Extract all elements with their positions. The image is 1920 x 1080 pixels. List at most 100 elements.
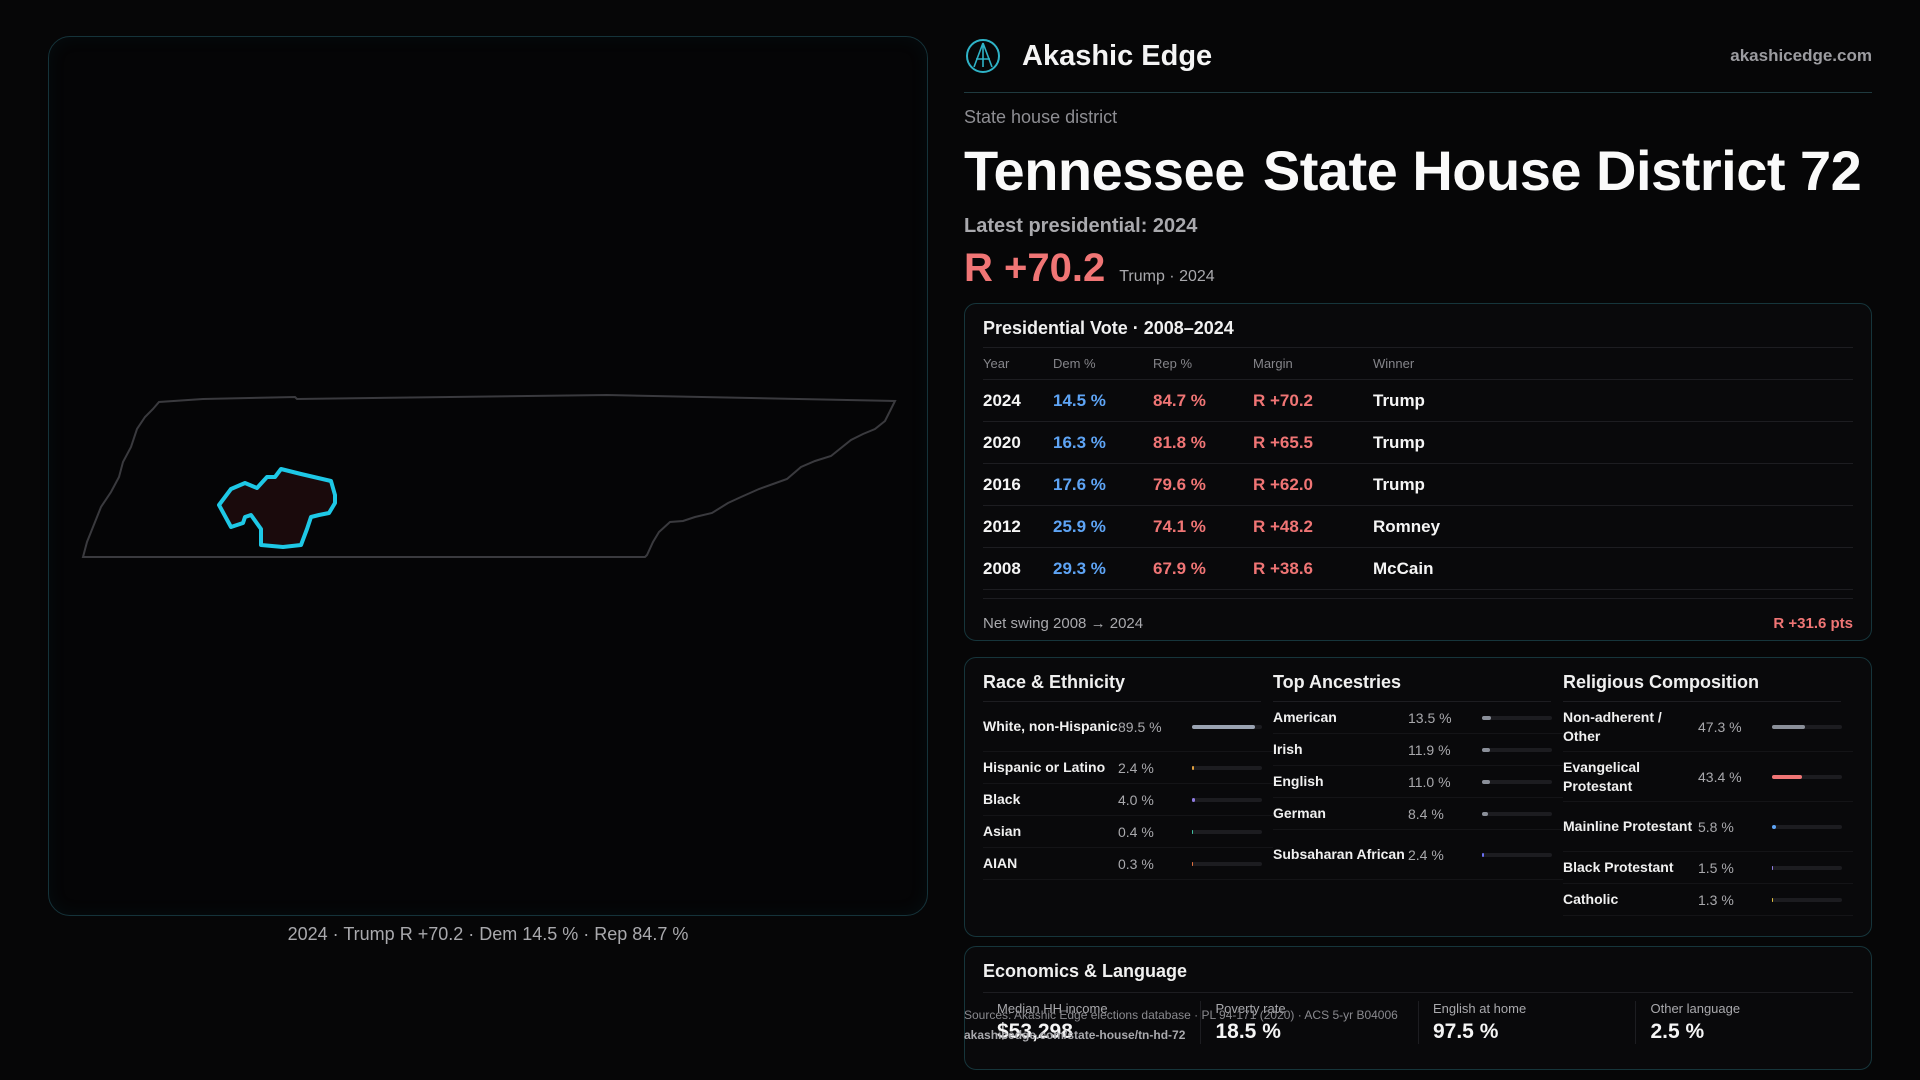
district-highlight[interactable] xyxy=(217,467,337,549)
demo-label: Black Protestant xyxy=(1563,859,1674,875)
demo-bar-fill xyxy=(1772,774,1803,779)
map-caption: 2024 · Trump R +70.2 · Dem 14.5 % · Rep … xyxy=(287,924,689,944)
demo-value: 0.4 % xyxy=(1118,823,1154,840)
dem-cell: 25.9 % xyxy=(1053,516,1106,536)
map-panel[interactable] xyxy=(48,36,928,916)
top-ancestries-column: Top Ancestries American 13.5 % Irish 11.… xyxy=(1273,672,1563,922)
margin-cell: R +62.0 xyxy=(1253,474,1314,494)
margin-summary: R +70.2 Trump · 2024 xyxy=(964,246,1872,291)
card-title: Presidential Vote · 2008–2024 xyxy=(983,318,1853,348)
dem-cell: 29.3 % xyxy=(1053,558,1106,578)
demo-row: Catholic 1.3 % xyxy=(1563,884,1853,916)
source-url-link[interactable]: akashicedge.com/state-house/tn-hd-72 xyxy=(964,1028,1186,1042)
column-header: Margin xyxy=(1253,356,1293,371)
demo-value: 8.4 % xyxy=(1408,805,1444,822)
title-district: State House District 72 xyxy=(1262,139,1862,202)
demo-value: 89.5 % xyxy=(1118,718,1162,735)
dem-cell: 14.5 % xyxy=(1053,390,1106,410)
demo-value: 0.3 % xyxy=(1118,855,1154,872)
net-swing-row: Net swing 2008 → 2024 R +31.6 pts xyxy=(983,598,1853,648)
demo-value: 11.9 % xyxy=(1408,741,1451,758)
brand-logo-icon[interactable] xyxy=(964,37,1002,75)
table-header: Year Dem % Rep % Margin Winner xyxy=(983,348,1853,380)
title-state: Tennessee xyxy=(964,139,1245,202)
column-header: Winner xyxy=(1373,356,1415,371)
district-type: State house district xyxy=(964,107,1118,127)
stat-cell: Poverty rate 18.5 % xyxy=(1200,1001,1418,1044)
latest-presidential-label: Latest presidential: 2024 xyxy=(964,215,1198,237)
table-row: 2008 29.3 % 67.9 % R +38.6 McCain xyxy=(983,548,1853,590)
section-title: Economics & Language xyxy=(983,961,1853,993)
demo-bar xyxy=(1192,724,1262,729)
brand-name[interactable]: Akashic Edge xyxy=(1022,39,1213,72)
demo-bar xyxy=(1192,797,1262,802)
religious-composition-column: Religious Composition Non-adherent / Oth… xyxy=(1563,672,1853,922)
section-title: Race & Ethnicity xyxy=(983,672,1261,702)
demo-row: Subsaharan African 2.4 % xyxy=(1273,830,1563,880)
demo-row: Hispanic or Latino 2.4 % xyxy=(983,752,1273,784)
rep-cell: 79.6 % xyxy=(1153,474,1206,494)
demo-row: Black Protestant 1.5 % xyxy=(1563,852,1853,884)
demo-bar xyxy=(1482,779,1552,784)
demo-label: White, non-Hispanic xyxy=(983,718,1118,734)
demo-bar-fill xyxy=(1482,715,1492,720)
table-row: 2012 25.9 % 74.1 % R +48.2 Romney xyxy=(983,506,1853,548)
demo-value: 1.3 % xyxy=(1698,891,1734,908)
section-title: Top Ancestries xyxy=(1273,672,1551,702)
table-row: 2024 14.5 % 84.7 % R +70.2 Trump xyxy=(983,380,1853,422)
state-map[interactable] xyxy=(49,37,929,917)
sources-line: Sources: Akashic Edge elections database… xyxy=(964,1008,1398,1022)
demo-bar xyxy=(1772,774,1842,779)
demo-label: English xyxy=(1273,773,1324,789)
demo-label: Mainline Protestant xyxy=(1563,818,1693,834)
demo-value: 5.8 % xyxy=(1698,818,1734,835)
margin-cell: R +48.2 xyxy=(1253,516,1314,536)
demo-row: White, non-Hispanic 89.5 % xyxy=(983,702,1273,752)
demo-row: Non-adherent / Other 47.3 % xyxy=(1563,702,1853,752)
demo-bar xyxy=(1192,829,1262,834)
dem-cell: 17.6 % xyxy=(1053,474,1106,494)
demo-row: Evangelical Protestant 43.4 % xyxy=(1563,752,1853,802)
demo-value: 11.0 % xyxy=(1408,773,1451,790)
year-cell: 2024 xyxy=(983,390,1021,410)
demographics-card: Race & Ethnicity White, non-Hispanic 89.… xyxy=(964,657,1872,937)
demo-bar-fill xyxy=(1192,765,1194,770)
race-ethnicity-column: Race & Ethnicity White, non-Hispanic 89.… xyxy=(983,672,1273,922)
demo-label: Evangelical Protestant xyxy=(1563,758,1641,794)
column-header: Rep % xyxy=(1153,356,1193,371)
brand-url-link[interactable]: akashicedge.com xyxy=(1730,46,1872,65)
stat-value: 18.5 % xyxy=(1215,1020,1281,1043)
demo-bar xyxy=(1772,824,1842,829)
table-row: 2016 17.6 % 79.6 % R +62.0 Trump xyxy=(983,464,1853,506)
presidential-vote-card: Presidential Vote · 2008–2024 Year Dem %… xyxy=(964,303,1872,641)
demo-label: German xyxy=(1273,805,1326,821)
demo-row: AIAN 0.3 % xyxy=(983,848,1273,880)
demo-bar-fill xyxy=(1482,852,1484,857)
demo-bar-fill xyxy=(1482,779,1490,784)
demo-row: Mainline Protestant 5.8 % xyxy=(1563,802,1853,852)
demo-row: English 11.0 % xyxy=(1273,766,1563,798)
demo-label: Hispanic or Latino xyxy=(983,759,1106,775)
stat-label: English at home xyxy=(1432,1001,1527,1016)
winner-cell: Romney xyxy=(1373,516,1441,536)
demo-bar-fill xyxy=(1192,829,1194,834)
dem-cell: 16.3 % xyxy=(1053,432,1106,452)
rep-cell: 84.7 % xyxy=(1153,390,1206,410)
divider xyxy=(964,92,1872,93)
margin-cell: R +38.6 xyxy=(1253,558,1314,578)
demo-bar xyxy=(1772,724,1842,729)
winner-cell: Trump xyxy=(1373,474,1425,494)
stat-cell: Other language 2.5 % xyxy=(1635,1001,1853,1044)
stat-cell: Median HH income $53,298 xyxy=(983,1001,1200,1044)
economics-grid: Median HH income $53,298 Poverty rate 18… xyxy=(983,1001,1853,1044)
year-cell: 2012 xyxy=(983,516,1021,536)
rep-cell: 81.8 % xyxy=(1153,432,1206,452)
demo-label: Asian xyxy=(983,823,1022,839)
demo-row: Asian 0.4 % xyxy=(983,816,1273,848)
demo-bar-fill xyxy=(1192,724,1255,729)
margin-cell: R +70.2 xyxy=(1253,390,1314,410)
stat-label: Median HH income xyxy=(997,1001,1108,1016)
brand-header: Akashic Edge akashicedge.com xyxy=(964,36,1872,76)
page-title: Tennessee State House District 72 xyxy=(964,138,1872,203)
demo-bar-fill xyxy=(1482,811,1488,816)
